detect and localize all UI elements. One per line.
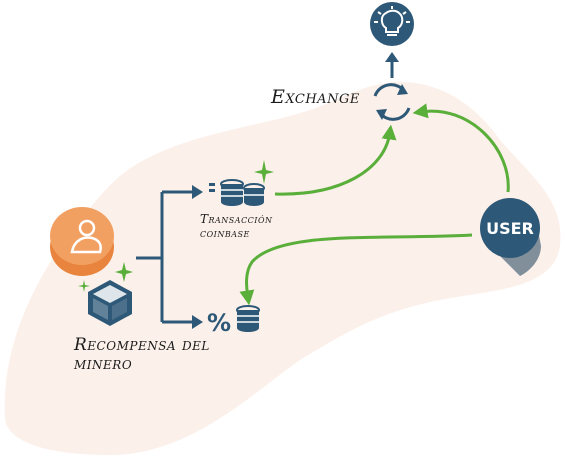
sparkle-icon [78, 262, 133, 292]
user-label: USER [486, 219, 534, 238]
coinbase-to-exchange-arrow [274, 124, 397, 196]
reward-label-line1: Recompensa del [74, 335, 210, 355]
percent-coins-icon: % [207, 305, 260, 337]
coinbase-label: Transacción coinbase [200, 212, 273, 240]
coinbase-label-line1: Transacción [200, 212, 273, 226]
svg-text:%: % [207, 309, 231, 337]
exchange-to-idea-arrow [385, 52, 399, 78]
exchange-label: Exchange [271, 86, 360, 108]
background-blob [4, 81, 561, 456]
coin-stack-icon [209, 179, 265, 206]
sparkle-icon [254, 160, 274, 184]
reward-branch-arrows [136, 185, 203, 329]
cube-icon [88, 280, 132, 326]
miner-avatar-icon [50, 207, 114, 276]
exchange-refresh-icon [373, 83, 411, 121]
user-to-fee-arrow [239, 233, 473, 306]
user-to-exchange-arrow [412, 103, 510, 193]
user-circle-icon[interactable]: USER [480, 198, 541, 276]
lightbulb-icon [370, 2, 414, 46]
reward-label: Recompensa del minero [74, 336, 210, 374]
coinbase-label-line2: coinbase [200, 226, 250, 240]
reward-label-line2: minero [74, 354, 133, 374]
